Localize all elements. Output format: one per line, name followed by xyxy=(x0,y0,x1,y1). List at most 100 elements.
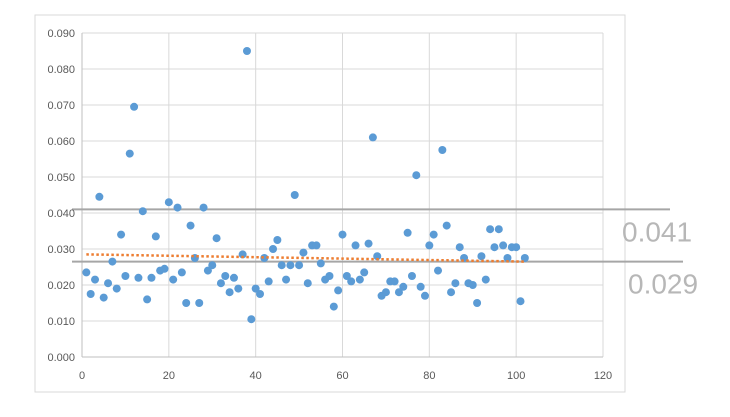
data-point xyxy=(494,225,503,234)
data-point xyxy=(299,248,308,257)
data-point xyxy=(221,272,230,280)
data-point xyxy=(173,203,182,212)
data-point xyxy=(164,198,173,207)
reference-line-label: 0.041 xyxy=(622,216,692,247)
data-point xyxy=(134,273,143,282)
data-point xyxy=(95,192,104,201)
data-point xyxy=(312,241,321,250)
data-point xyxy=(368,133,377,142)
data-point xyxy=(290,191,299,199)
data-point xyxy=(503,254,512,262)
data-point xyxy=(516,297,525,306)
data-point xyxy=(86,290,95,298)
data-point xyxy=(242,47,251,55)
data-points xyxy=(82,47,529,324)
reference-lines: 0.041 0.029 xyxy=(72,208,698,300)
data-point xyxy=(216,279,225,288)
data-point xyxy=(399,282,408,291)
data-point xyxy=(125,149,134,158)
data-point xyxy=(160,264,169,273)
data-point xyxy=(429,230,438,239)
data-point xyxy=(520,254,529,262)
data-point xyxy=(455,243,464,252)
data-point xyxy=(412,171,421,180)
data-point xyxy=(499,241,508,250)
y-tick-label: 0.050 xyxy=(47,172,75,184)
chart-area-border xyxy=(34,14,626,393)
data-point xyxy=(468,281,477,289)
data-point xyxy=(195,299,204,307)
data-point xyxy=(182,299,191,307)
data-point xyxy=(295,261,304,270)
data-point xyxy=(117,230,126,239)
data-point xyxy=(373,252,382,261)
data-point xyxy=(169,275,178,284)
data-point xyxy=(407,272,416,280)
data-point xyxy=(108,257,117,266)
data-point xyxy=(208,261,217,270)
data-point xyxy=(282,275,291,284)
data-point xyxy=(264,277,273,286)
data-point xyxy=(394,288,403,297)
data-point xyxy=(229,273,238,282)
data-point xyxy=(447,288,456,297)
data-point xyxy=(416,282,425,291)
y-tick-label: 0.060 xyxy=(47,136,75,148)
gridlines xyxy=(82,32,604,357)
data-point xyxy=(247,315,256,324)
x-tick-label: 0 xyxy=(79,370,85,382)
axes xyxy=(81,33,603,358)
data-point xyxy=(112,284,121,293)
data-point xyxy=(451,279,460,288)
data-point xyxy=(151,232,160,241)
data-point xyxy=(256,290,265,298)
data-point xyxy=(490,243,499,252)
data-point xyxy=(486,225,495,234)
data-point xyxy=(82,268,91,277)
data-point xyxy=(434,266,443,275)
y-tick-label: 0.030 xyxy=(47,244,75,256)
data-point xyxy=(381,288,390,297)
y-tick-label: 0.090 xyxy=(47,28,75,40)
data-point xyxy=(203,266,212,275)
data-point xyxy=(138,207,147,216)
y-tick-label: 0.020 xyxy=(47,280,75,292)
data-point xyxy=(325,272,334,280)
data-point xyxy=(316,259,325,268)
data-point xyxy=(481,275,490,284)
data-point xyxy=(355,275,364,284)
data-point xyxy=(364,239,373,248)
data-point xyxy=(403,228,412,237)
data-point xyxy=(473,299,482,307)
data-point xyxy=(425,241,434,250)
x-tick-label: 40 xyxy=(250,370,262,382)
data-point xyxy=(477,252,486,261)
data-point xyxy=(303,279,312,288)
data-point xyxy=(104,279,113,288)
data-point xyxy=(286,261,295,270)
x-tick-label: 100 xyxy=(507,370,525,382)
data-point xyxy=(360,268,369,277)
data-point xyxy=(260,254,269,262)
data-point xyxy=(91,275,100,284)
x-tick-label: 80 xyxy=(423,370,435,382)
trendline-line xyxy=(86,253,525,263)
data-point xyxy=(234,284,243,293)
reference-line-label: 0.029 xyxy=(628,269,698,300)
data-point xyxy=(334,286,343,295)
data-point xyxy=(130,102,139,111)
y-tick-label: 0.000 xyxy=(47,352,75,364)
data-point xyxy=(351,241,360,250)
data-point xyxy=(177,268,186,277)
data-point xyxy=(338,230,347,239)
y-tick-label: 0.070 xyxy=(47,100,75,112)
data-point xyxy=(199,203,208,212)
x-tick-label: 20 xyxy=(163,370,175,382)
data-point xyxy=(147,273,156,282)
data-point xyxy=(347,277,356,286)
data-point xyxy=(390,277,399,286)
data-point xyxy=(420,291,429,300)
y-tick-label: 0.080 xyxy=(47,64,75,76)
